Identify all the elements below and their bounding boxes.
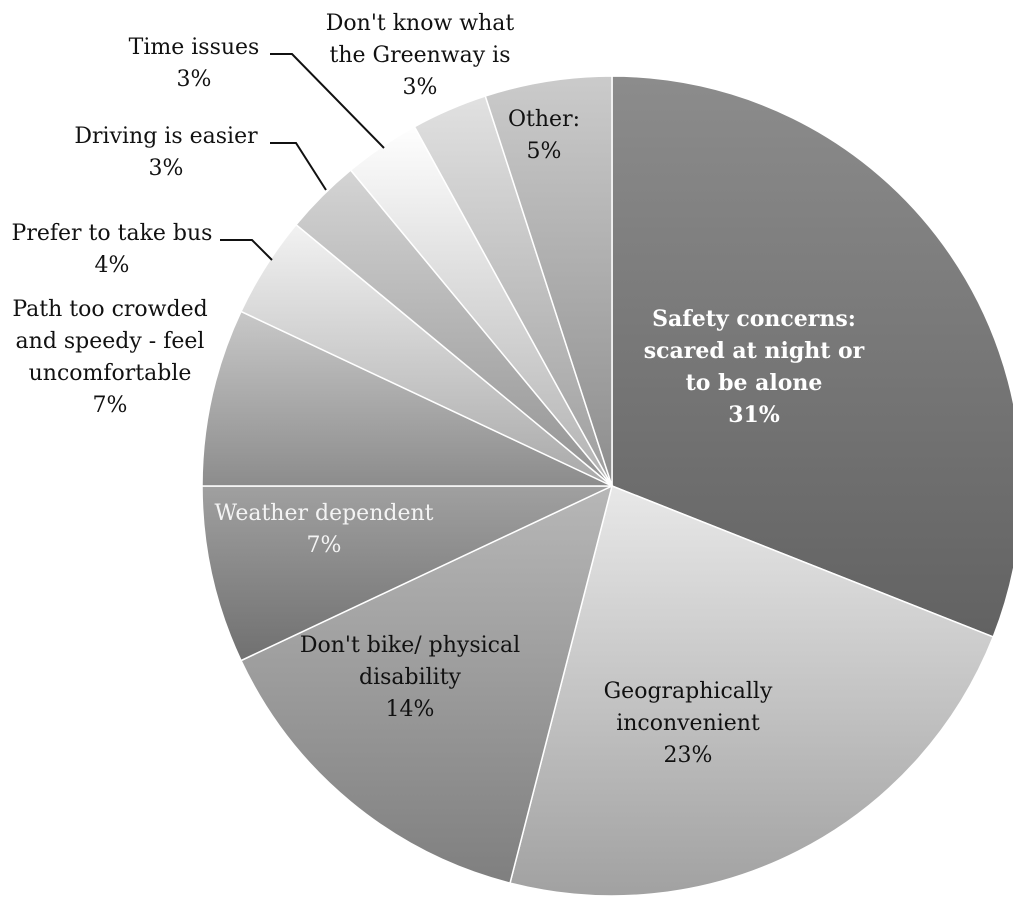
pie-slice-10 [484,75,613,487]
leader-line-8 [270,53,385,149]
slice-label-line: Don't know what [326,11,515,36]
slice-label-8: Time issues 3% [129,35,260,92]
slice-label-line: Driving is easier [74,124,258,149]
pie-slice-5 [201,310,613,487]
slice-label-line: disability [359,665,462,690]
slice-label-3: Don't bike/ physical disability 14% [300,633,520,722]
slice-label-line: inconvenient [616,711,760,736]
slice-percent: 7% [307,533,342,558]
slice-label-line: to be alone [686,370,823,396]
slice-label-7: Driving is easier 3% [74,124,258,181]
slice-label-4: Weather dependent 7% [215,501,434,558]
leader-line-6 [220,239,273,261]
slice-percent: 7% [93,393,128,418]
slice-percent: 14% [386,697,435,722]
slice-label-line: Don't bike/ physical [300,633,520,658]
slice-label-1: Safety concerns: scared at night or to be … [644,306,865,428]
slice-label-line: Geographically [604,679,773,704]
slice-label-line: Safety concerns: [652,306,856,332]
slice-percent: 5% [527,139,562,164]
slice-label-line: Path too crowded [12,297,207,322]
slice-label-2: Geographically inconvenient 23% [604,679,773,768]
slice-label-line: Prefer to take bus [12,221,213,246]
leader-lines [220,53,385,261]
slice-label-6: Prefer to take bus 4% [12,221,213,278]
slice-label-9: Don't know what the Greenway is 3% [326,11,515,100]
slice-label-10: Other: 5% [508,107,580,164]
slice-percent: 31% [728,402,780,428]
slice-label-line: uncomfortable [29,361,192,386]
slice-percent: 3% [149,156,184,181]
slice-label-line: scared at night or [644,338,865,364]
pie-slice-1 [611,75,1013,638]
slice-label-line: and speedy - feel [16,329,205,354]
slice-percent: 4% [95,253,130,278]
slice-label-line: Time issues [129,35,260,60]
slice-labels: Safety concerns: scared at night or to be … [12,11,865,768]
slice-label-line: Weather dependent [215,501,434,526]
slice-percent: 3% [177,67,212,92]
pie-slice-4 [201,485,613,662]
slice-percent: 23% [664,743,713,768]
pie-slice-2 [509,484,995,897]
slice-label-5: Path too crowded and speedy - feel uncomfo… [12,297,207,418]
pie-slice-3 [240,484,614,885]
slice-label-line: Other: [508,107,580,132]
slice-label-line: the Greenway is [329,43,510,68]
pie-slices [201,75,1013,897]
slice-percent: 3% [403,75,438,100]
leader-line-7 [270,142,327,191]
